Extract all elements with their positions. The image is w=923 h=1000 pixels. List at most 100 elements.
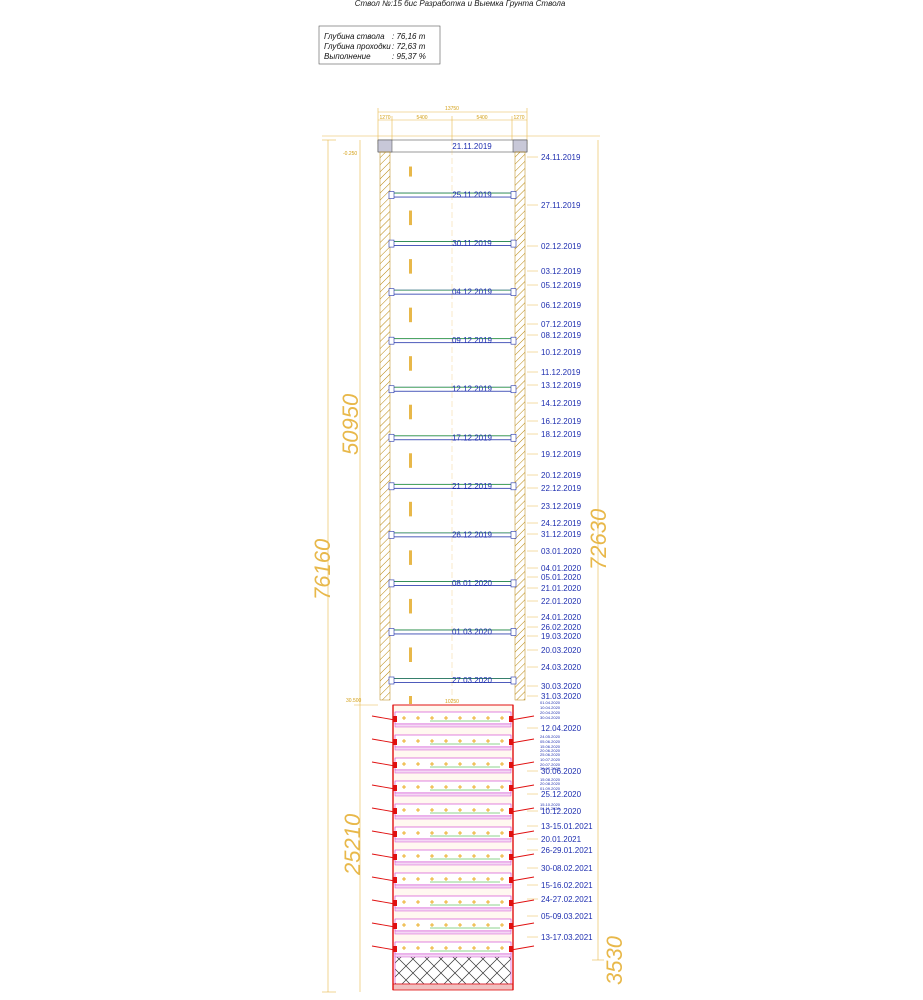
right-date-label: 03.01.2020 <box>541 547 582 556</box>
wall-clamp-right <box>509 716 513 722</box>
ring-right-bracket <box>510 239 517 248</box>
small-date-label: 05.06.2020 <box>540 739 561 744</box>
lower-ring <box>394 872 512 886</box>
small-date-label: 15.06.2020 <box>540 744 561 749</box>
ring-left-bracket <box>388 385 395 394</box>
lining-marker <box>409 360 412 371</box>
lining-marker <box>409 307 412 316</box>
right-date-label: 22.12.2019 <box>541 484 582 493</box>
wall-clamp-left <box>393 854 397 860</box>
anchor-bolt-right <box>510 761 535 767</box>
ring-right-bracket <box>510 433 517 442</box>
anchor-bolt-right <box>510 830 535 836</box>
center-date-label: 25.11.2019 <box>452 191 492 200</box>
right-date-label: 11.12.2019 <box>541 368 581 377</box>
ring-left-bracket <box>388 336 395 345</box>
anchor-bolt-left <box>371 761 396 767</box>
ring-left-bracket <box>388 288 395 296</box>
lining-marker <box>409 554 412 565</box>
lower-ring-band <box>394 792 512 797</box>
ring-right-bracket <box>510 579 517 588</box>
upper-rings: 21.11.2019 25.11.2019 30.11.2019 04.12.2019… <box>388 142 517 704</box>
small-date-label: 10.04.2020 <box>540 705 561 710</box>
small-date-label: 20.08.2020 <box>540 781 561 786</box>
anchor-bolt-right <box>510 807 535 813</box>
top-dim-part-4: 1270 <box>513 115 524 121</box>
anchor-bolt-left <box>371 922 396 928</box>
ring-left-bracket <box>388 579 395 588</box>
wall-clamp-left <box>393 923 397 929</box>
lower-rings <box>371 711 535 958</box>
right-date-label: 12.04.2020 <box>541 724 582 733</box>
lower-ring <box>394 757 512 771</box>
anchor-bolt-left <box>371 899 396 905</box>
right-date-label: 30-08.02.2021 <box>541 864 593 873</box>
wall-clamp-right <box>509 739 513 745</box>
right-date-label: 02.12.2019 <box>541 242 582 251</box>
small-date-label: 24.05.2020 <box>540 734 561 739</box>
lower-ring <box>394 780 512 794</box>
right-date-label: 03.12.2019 <box>541 267 582 276</box>
right-date-label: 10.12.2019 <box>541 348 582 357</box>
lower-ring-band <box>394 930 512 935</box>
info-label-depth: Глубина ствола <box>324 32 385 41</box>
lining-marker <box>409 501 412 510</box>
lower-ring-band <box>394 815 512 820</box>
right-date-label: 26-29.01.2021 <box>541 846 593 855</box>
right-date-label: 22.01.2020 <box>541 597 582 606</box>
right-date-label: 06.12.2019 <box>541 301 582 310</box>
ring-left-bracket <box>388 531 395 539</box>
wall-clamp-right <box>509 785 513 791</box>
top-dim-part-2: 5400 <box>416 115 427 121</box>
center-date-label: 04.12.2019 <box>452 288 493 297</box>
right-date-label: 21.01.2020 <box>541 584 582 593</box>
anchor-bolt-right <box>510 899 535 905</box>
right-date-label: 24-27.02.2021 <box>541 895 593 904</box>
lower-ring-band <box>394 723 512 728</box>
center-date-label: 30.11.2019 <box>452 239 492 248</box>
top-dim-part-1: 1270 <box>379 115 390 121</box>
wall-clamp-left <box>393 946 397 952</box>
info-value-completion: : 95,37 % <box>392 52 426 61</box>
right-date-label: 30.06.2020 <box>541 767 582 776</box>
top-cap-right-block <box>512 139 528 153</box>
right-date-label: 27.11.2019 <box>541 201 581 210</box>
info-value-depth: : 76,16 m <box>392 32 426 41</box>
small-date-label: 30.07.2020 <box>540 766 561 771</box>
center-date-label: 08.01.2020 <box>452 579 493 588</box>
right-date-label: 13-15.01.2021 <box>541 822 593 831</box>
wall-clamp-left <box>393 716 397 722</box>
right-date-label: 25.12.2020 <box>541 790 582 799</box>
lining-marker <box>409 215 412 226</box>
ring-left-bracket <box>388 239 395 248</box>
wall-clamp-left <box>393 900 397 906</box>
right-date-label: 13.12.2019 <box>541 381 582 390</box>
right-date-label: 15-16.02.2021 <box>541 881 593 890</box>
right-date-label: 07.12.2019 <box>541 320 582 329</box>
anchor-bolt-right <box>510 738 535 744</box>
right-date-label: 13-17.03.2021 <box>541 933 593 942</box>
anchor-bolt-left <box>371 807 396 813</box>
lining-marker <box>409 506 412 517</box>
ring-left-bracket <box>388 628 395 636</box>
drawing-title: Ствол №:15 бис Разработка и Выемка Грунт… <box>355 0 566 8</box>
small-date-label: 30.04.2020 <box>540 715 561 720</box>
lining-marker <box>409 457 412 468</box>
ring-right-bracket <box>510 336 517 345</box>
right-date-label: 10.12.2020 <box>541 807 582 816</box>
anchor-bolt-left <box>371 853 396 859</box>
left-note: 30.500 <box>346 698 362 704</box>
anchor-bolt-right <box>510 784 535 790</box>
anchor-bolt-right <box>510 922 535 928</box>
ring-right-bracket <box>510 385 517 394</box>
upper-section-dimension: 50950 <box>338 393 363 455</box>
ring-right-bracket <box>510 676 517 685</box>
lining-marker <box>409 652 412 662</box>
center-date-label: 26.12.2019 <box>452 530 493 539</box>
ring-left-bracket <box>388 482 395 491</box>
lower-ring-band <box>394 884 512 889</box>
small-date-label: 25.06.2020 <box>540 752 561 757</box>
ring-right-bracket <box>510 482 517 491</box>
small-date-label: 01.11.2020 <box>540 806 560 811</box>
